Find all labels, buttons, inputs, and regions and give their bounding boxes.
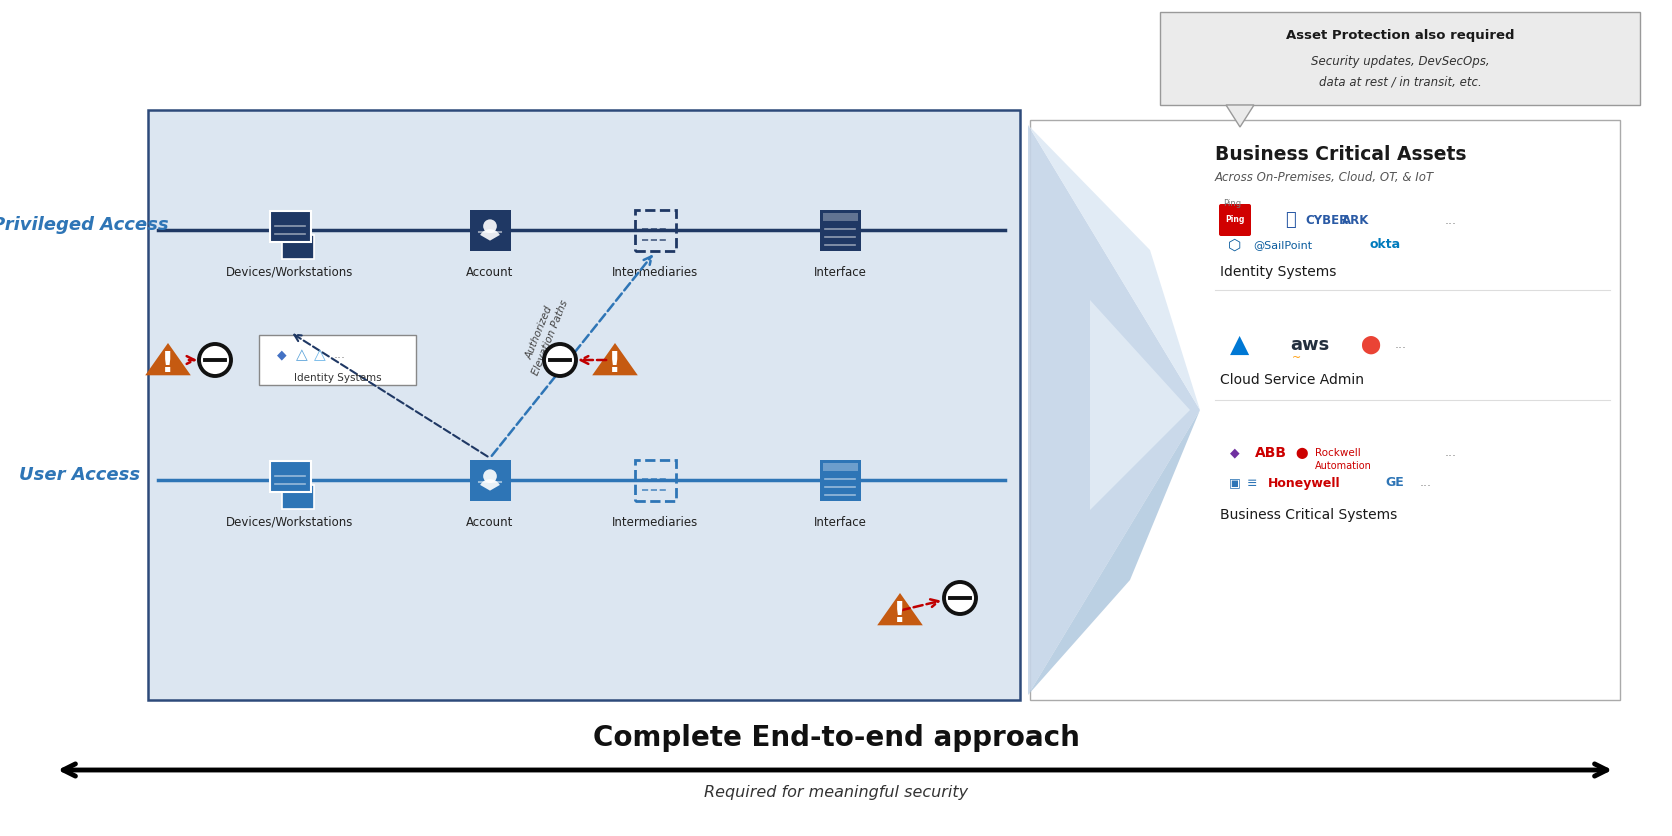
Text: △: △ — [296, 348, 308, 363]
Text: okta: okta — [1369, 238, 1401, 252]
FancyBboxPatch shape — [470, 460, 510, 501]
Polygon shape — [1028, 125, 1200, 410]
Text: ◆: ◆ — [278, 349, 288, 361]
Polygon shape — [878, 593, 923, 625]
Text: Intermediaries: Intermediaries — [612, 266, 699, 278]
Polygon shape — [1226, 105, 1254, 127]
Circle shape — [945, 582, 976, 614]
Text: Honeywell: Honeywell — [1267, 477, 1341, 490]
Text: ...: ... — [1445, 446, 1456, 460]
Text: Interface: Interface — [814, 516, 866, 528]
FancyBboxPatch shape — [283, 235, 314, 259]
Text: ▣: ▣ — [1229, 477, 1241, 490]
Text: Identity Systems: Identity Systems — [294, 373, 381, 383]
Text: △: △ — [314, 348, 326, 363]
Text: ...: ... — [1445, 213, 1456, 227]
Circle shape — [483, 219, 497, 233]
Bar — [1030, 120, 1620, 700]
Text: CYBER: CYBER — [1306, 213, 1348, 227]
Text: Automation: Automation — [1314, 461, 1371, 471]
Polygon shape — [1028, 410, 1200, 695]
Text: ...: ... — [1394, 339, 1408, 351]
Wedge shape — [480, 479, 500, 491]
Text: aws: aws — [1291, 336, 1329, 354]
Polygon shape — [592, 343, 637, 375]
Bar — [1160, 12, 1640, 105]
Text: @SailPoint: @SailPoint — [1252, 240, 1313, 250]
Text: ABB: ABB — [1256, 446, 1287, 460]
Text: Security updates, DevSecOps,: Security updates, DevSecOps, — [1311, 55, 1490, 69]
Text: Account: Account — [466, 266, 513, 278]
Text: !: ! — [609, 350, 622, 378]
Text: Identity Systems: Identity Systems — [1221, 265, 1336, 279]
Text: ≡: ≡ — [1247, 477, 1257, 490]
Text: !: ! — [893, 600, 906, 628]
Text: ~: ~ — [1292, 353, 1301, 363]
Text: Ping: Ping — [1226, 216, 1244, 225]
Polygon shape — [145, 343, 191, 375]
Text: !: ! — [161, 350, 174, 378]
FancyBboxPatch shape — [269, 461, 311, 492]
Text: GE: GE — [1384, 477, 1404, 490]
Polygon shape — [1028, 125, 1200, 695]
FancyBboxPatch shape — [470, 210, 510, 251]
Wedge shape — [480, 229, 500, 241]
Text: Required for meaningful security: Required for meaningful security — [704, 786, 968, 801]
Text: Account: Account — [466, 516, 513, 528]
Text: ▲: ▲ — [1231, 333, 1249, 357]
Text: ...: ... — [334, 349, 346, 361]
Circle shape — [543, 344, 575, 376]
FancyBboxPatch shape — [819, 460, 861, 501]
Text: ARK: ARK — [1343, 213, 1369, 227]
FancyBboxPatch shape — [259, 335, 416, 385]
Bar — [823, 212, 858, 221]
Text: Complete End-to-end approach: Complete End-to-end approach — [592, 724, 1080, 752]
Text: ◆: ◆ — [1231, 446, 1241, 460]
Text: data at rest / in transit, etc.: data at rest / in transit, etc. — [1319, 75, 1481, 89]
Text: Devices/Workstations: Devices/Workstations — [226, 266, 354, 278]
Text: Interface: Interface — [814, 266, 866, 278]
Text: ...: ... — [1420, 477, 1431, 490]
Text: Asset Protection also required: Asset Protection also required — [1286, 28, 1515, 42]
Text: Business Critical Systems: Business Critical Systems — [1221, 508, 1398, 522]
Text: Intermediaries: Intermediaries — [612, 516, 699, 528]
Text: ⬤: ⬤ — [1359, 336, 1379, 354]
Text: 🛡: 🛡 — [1286, 211, 1296, 229]
Text: Devices/Workstations: Devices/Workstations — [226, 516, 354, 528]
Text: Across On-Premises, Cloud, OT, & IoT: Across On-Premises, Cloud, OT, & IoT — [1216, 171, 1435, 185]
Polygon shape — [1090, 300, 1190, 510]
Bar — [823, 462, 858, 471]
Text: Authorized
Elevation Paths: Authorized Elevation Paths — [520, 293, 570, 376]
Text: Cloud Service Admin: Cloud Service Admin — [1221, 373, 1364, 387]
Text: ⬡: ⬡ — [1229, 237, 1242, 252]
FancyBboxPatch shape — [1219, 204, 1251, 236]
Circle shape — [199, 344, 231, 376]
FancyBboxPatch shape — [283, 485, 314, 509]
Text: Business Critical Assets: Business Critical Assets — [1216, 145, 1466, 165]
Circle shape — [483, 469, 497, 483]
Text: ⬤: ⬤ — [1296, 447, 1308, 459]
FancyBboxPatch shape — [269, 211, 311, 242]
FancyBboxPatch shape — [819, 210, 861, 251]
Text: Rockwell: Rockwell — [1314, 448, 1361, 458]
Text: Privileged Access: Privileged Access — [0, 216, 169, 234]
Text: User Access: User Access — [20, 466, 140, 484]
Bar — [149, 110, 1020, 700]
Text: Ping: Ping — [1222, 200, 1241, 208]
